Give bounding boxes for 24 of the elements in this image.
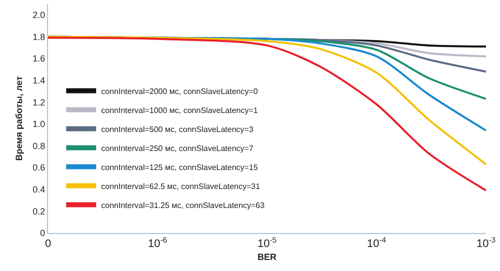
- y-tick-label: 0: [40, 228, 46, 238]
- x-tick-label: 10$^{-4}$: [366, 236, 387, 250]
- y-tick-label: 1.6: [32, 54, 46, 64]
- y-tick-label: 1.2: [32, 97, 46, 108]
- y-tick-label: 1.8: [32, 32, 46, 42]
- y-axis-title: Время работы, лет: [14, 76, 24, 161]
- x-axis-title: BER: [257, 252, 277, 262]
- legend-label: connInterval=2000 мс, connSlaveLatency=0: [101, 86, 258, 96]
- y-tick-label: 2.0: [32, 10, 46, 20]
- legend-label: connInterval=62.5 мс, connSlaveLatency=31: [101, 182, 261, 191]
- x-tick-label: 10$^{-6}$: [148, 236, 168, 250]
- legend-label: connInterval=31.25 мс, connSlaveLatency=63: [101, 200, 266, 210]
- y-tick-label: 0.8: [32, 140, 46, 151]
- x-tick-label: 10$^{-5}$: [257, 236, 277, 250]
- legend-label: connInterval=125 мс, connSlaveLatency=15: [101, 162, 258, 172]
- x-tick-label: 10$^{-3}$: [476, 236, 496, 250]
- y-tick-label: 0.2: [32, 206, 46, 216]
- y-tick-label: 1.4: [32, 75, 46, 86]
- y-tick-label: 1.0: [32, 119, 46, 130]
- y-tick-label: 0.4: [32, 184, 46, 195]
- y-tick-label: 0.6: [32, 162, 46, 173]
- legend-label: connInterval=1000 мс, connSlaveLatency=1: [101, 106, 258, 115]
- legend-label: connInterval=250 мс, connSlaveLatency=7: [101, 144, 254, 153]
- legend-label: connInterval=500 мс, connSlaveLatency=3: [101, 124, 254, 134]
